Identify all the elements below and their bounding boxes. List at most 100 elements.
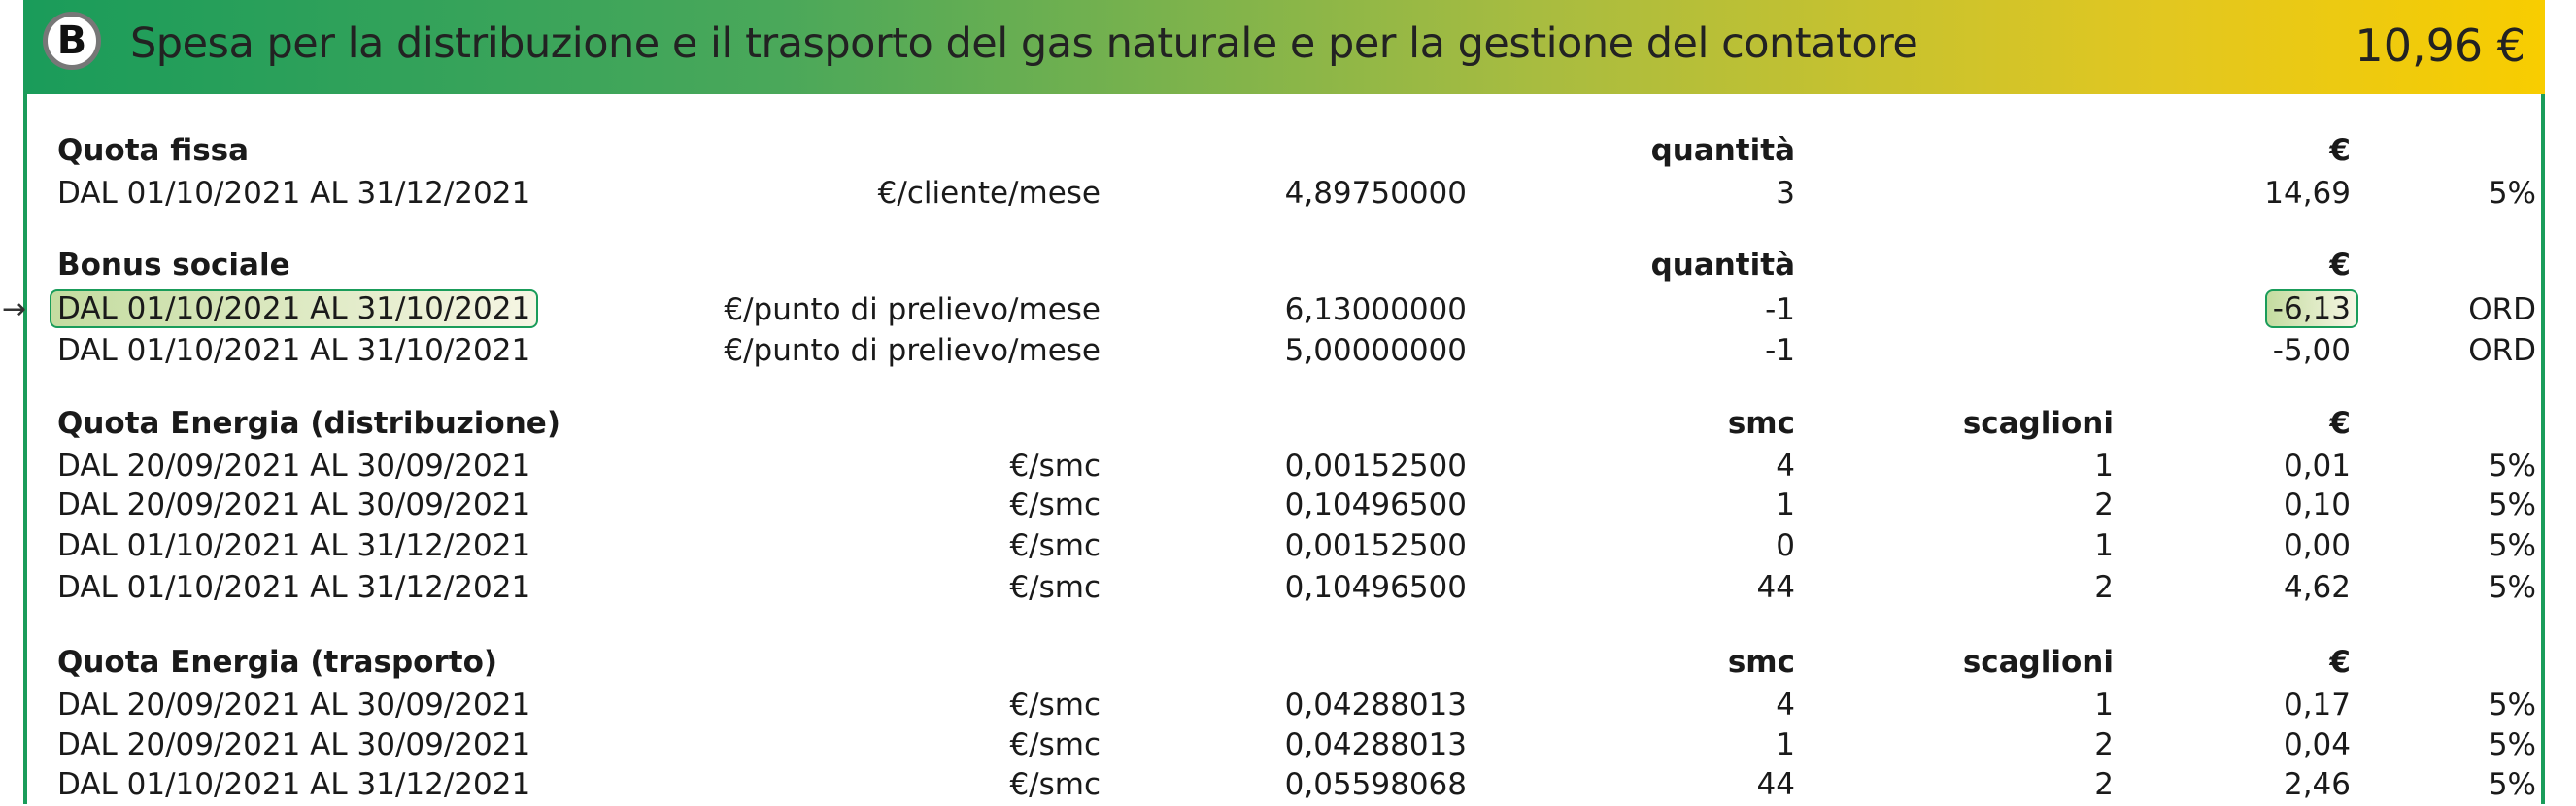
amount: 0,00 bbox=[2283, 528, 2351, 563]
unit-price: 5,00000000 bbox=[1284, 333, 1467, 368]
scaglione: 2 bbox=[2094, 727, 2114, 762]
scaglione: 1 bbox=[2094, 449, 2114, 484]
section-heading-row: Bonus sociale quantità € bbox=[0, 248, 2576, 286]
table-row: DAL 20/09/2021 AL 30/09/2021 €/smc 0,00152… bbox=[0, 449, 2576, 487]
column-header-quantity: quantità bbox=[1650, 248, 1795, 283]
table-row: DAL 20/09/2021 AL 30/09/2021 €/smc 0,04288… bbox=[0, 727, 2576, 766]
unit-price: 0,00152500 bbox=[1284, 449, 1467, 484]
quantity: 44 bbox=[1756, 570, 1795, 605]
scaglione: 2 bbox=[2094, 767, 2114, 802]
column-header-quantity: smc bbox=[1727, 406, 1795, 441]
vat-rate: ORD bbox=[2468, 292, 2536, 327]
vat-rate: 5% bbox=[2488, 688, 2536, 722]
unit: €/smc bbox=[1009, 487, 1101, 522]
column-header-euro: € bbox=[2329, 133, 2351, 168]
section-badge: B bbox=[43, 12, 101, 70]
scaglione: 2 bbox=[2094, 487, 2114, 522]
period: DAL 20/09/2021 AL 30/09/2021 bbox=[57, 449, 531, 484]
column-header-euro: € bbox=[2329, 248, 2351, 283]
section-title: Spesa per la distribuzione e il trasport… bbox=[130, 19, 1918, 68]
amount: 0,17 bbox=[2283, 688, 2351, 722]
unit: €/punto di prelievo/mese bbox=[724, 292, 1101, 327]
amount: 2,46 bbox=[2283, 767, 2351, 802]
period: DAL 01/10/2021 AL 31/12/2021 bbox=[57, 528, 531, 563]
unit: €/smc bbox=[1009, 727, 1101, 762]
amount: -6,13 bbox=[2264, 289, 2358, 328]
quantity: 0 bbox=[1776, 528, 1795, 563]
period: DAL 01/10/2021 AL 31/12/2021 bbox=[57, 176, 531, 211]
table-row: DAL 01/10/2021 AL 31/12/2021 €/smc 0,00152… bbox=[0, 528, 2576, 567]
column-header-quantity: smc bbox=[1727, 645, 1795, 680]
unit-price: 0,10496500 bbox=[1284, 570, 1467, 605]
table-row: DAL 01/10/2021 AL 31/12/2021 €/cliente/me… bbox=[0, 176, 2576, 215]
unit: €/smc bbox=[1009, 688, 1101, 722]
unit-price: 0,10496500 bbox=[1284, 487, 1467, 522]
quantity: 4 bbox=[1776, 688, 1795, 722]
unit: €/smc bbox=[1009, 449, 1101, 484]
vat-rate: 5% bbox=[2488, 528, 2536, 563]
table-row: DAL 01/10/2021 AL 31/10/2021 €/punto di p… bbox=[0, 333, 2576, 372]
column-header-scaglioni: scaglioni bbox=[1962, 406, 2114, 441]
unit: €/smc bbox=[1009, 528, 1101, 563]
quantity: -1 bbox=[1765, 292, 1795, 327]
column-header-euro: € bbox=[2329, 406, 2351, 441]
amount: 4,62 bbox=[2283, 570, 2351, 605]
unit-price: 0,05598068 bbox=[1284, 767, 1467, 802]
period: DAL 01/10/2021 AL 31/10/2021 bbox=[57, 333, 531, 368]
period: DAL 01/10/2021 AL 31/12/2021 bbox=[57, 570, 531, 605]
vat-rate: 5% bbox=[2488, 449, 2536, 484]
unit-price: 6,13000000 bbox=[1284, 292, 1467, 327]
section-frame bbox=[23, 0, 2545, 804]
amount: 0,04 bbox=[2283, 727, 2351, 762]
unit-price: 0,00152500 bbox=[1284, 528, 1467, 563]
amount: 14,69 bbox=[2264, 176, 2351, 211]
period: DAL 20/09/2021 AL 30/09/2021 bbox=[57, 688, 531, 722]
quantity: 4 bbox=[1776, 449, 1795, 484]
vat-rate: 5% bbox=[2488, 570, 2536, 605]
quantity: 1 bbox=[1776, 727, 1795, 762]
unit: €/punto di prelievo/mese bbox=[724, 333, 1101, 368]
section-heading: Bonus sociale bbox=[57, 248, 290, 283]
quantity: 3 bbox=[1776, 176, 1795, 211]
quantity: 44 bbox=[1756, 767, 1795, 802]
period: DAL 01/10/2021 AL 31/12/2021 bbox=[57, 767, 531, 802]
vat-rate: 5% bbox=[2488, 727, 2536, 762]
period: DAL 01/10/2021 AL 31/10/2021 bbox=[50, 289, 539, 328]
column-header-euro: € bbox=[2329, 645, 2351, 680]
amount: 0,01 bbox=[2283, 449, 2351, 484]
vat-rate: ORD bbox=[2468, 333, 2536, 368]
column-header-scaglioni: scaglioni bbox=[1962, 645, 2114, 680]
table-row: DAL 20/09/2021 AL 30/09/2021 €/smc 0,04288… bbox=[0, 688, 2576, 726]
column-header-quantity: quantità bbox=[1650, 133, 1795, 168]
amount: 0,10 bbox=[2283, 487, 2351, 522]
table-row: DAL 20/09/2021 AL 30/09/2021 €/smc 0,10496… bbox=[0, 487, 2576, 526]
unit: €/smc bbox=[1009, 570, 1101, 605]
section-heading: Quota Energia (distribuzione) bbox=[57, 406, 560, 441]
vat-rate: 5% bbox=[2488, 767, 2536, 802]
unit: €/cliente/mese bbox=[877, 176, 1101, 211]
table-row: DAL 01/10/2021 AL 31/12/2021 €/smc 0,05598… bbox=[0, 767, 2576, 806]
unit-price: 0,04288013 bbox=[1284, 727, 1467, 762]
quantity: -1 bbox=[1765, 333, 1795, 368]
scaglione: 1 bbox=[2094, 528, 2114, 563]
scaglione: 2 bbox=[2094, 570, 2114, 605]
section-heading-row: Quota fissa quantità € bbox=[0, 133, 2576, 172]
section-heading-row: Quota Energia (distribuzione) smc scaglion… bbox=[0, 406, 2576, 445]
scaglione: 1 bbox=[2094, 688, 2114, 722]
section-heading: Quota Energia (trasporto) bbox=[57, 645, 498, 680]
amount: -5,00 bbox=[2272, 333, 2351, 368]
vat-rate: 5% bbox=[2488, 487, 2536, 522]
arrow-right-icon: → bbox=[2, 292, 27, 326]
section-heading-row: Quota Energia (trasporto) smc scaglioni € bbox=[0, 645, 2576, 684]
unit: €/smc bbox=[1009, 767, 1101, 802]
period: DAL 20/09/2021 AL 30/09/2021 bbox=[57, 727, 531, 762]
unit-price: 4,89750000 bbox=[1284, 176, 1467, 211]
table-row: → DAL 01/10/2021 AL 31/10/2021 €/punto di … bbox=[0, 289, 2576, 331]
unit-price: 0,04288013 bbox=[1284, 688, 1467, 722]
section-header: B Spesa per la distribuzione e il traspo… bbox=[23, 0, 2545, 94]
section-heading: Quota fissa bbox=[57, 133, 250, 168]
quantity: 1 bbox=[1776, 487, 1795, 522]
section-total: 10,96 € bbox=[2355, 19, 2525, 72]
vat-rate: 5% bbox=[2488, 176, 2536, 211]
table-row: DAL 01/10/2021 AL 31/12/2021 €/smc 0,10496… bbox=[0, 570, 2576, 609]
